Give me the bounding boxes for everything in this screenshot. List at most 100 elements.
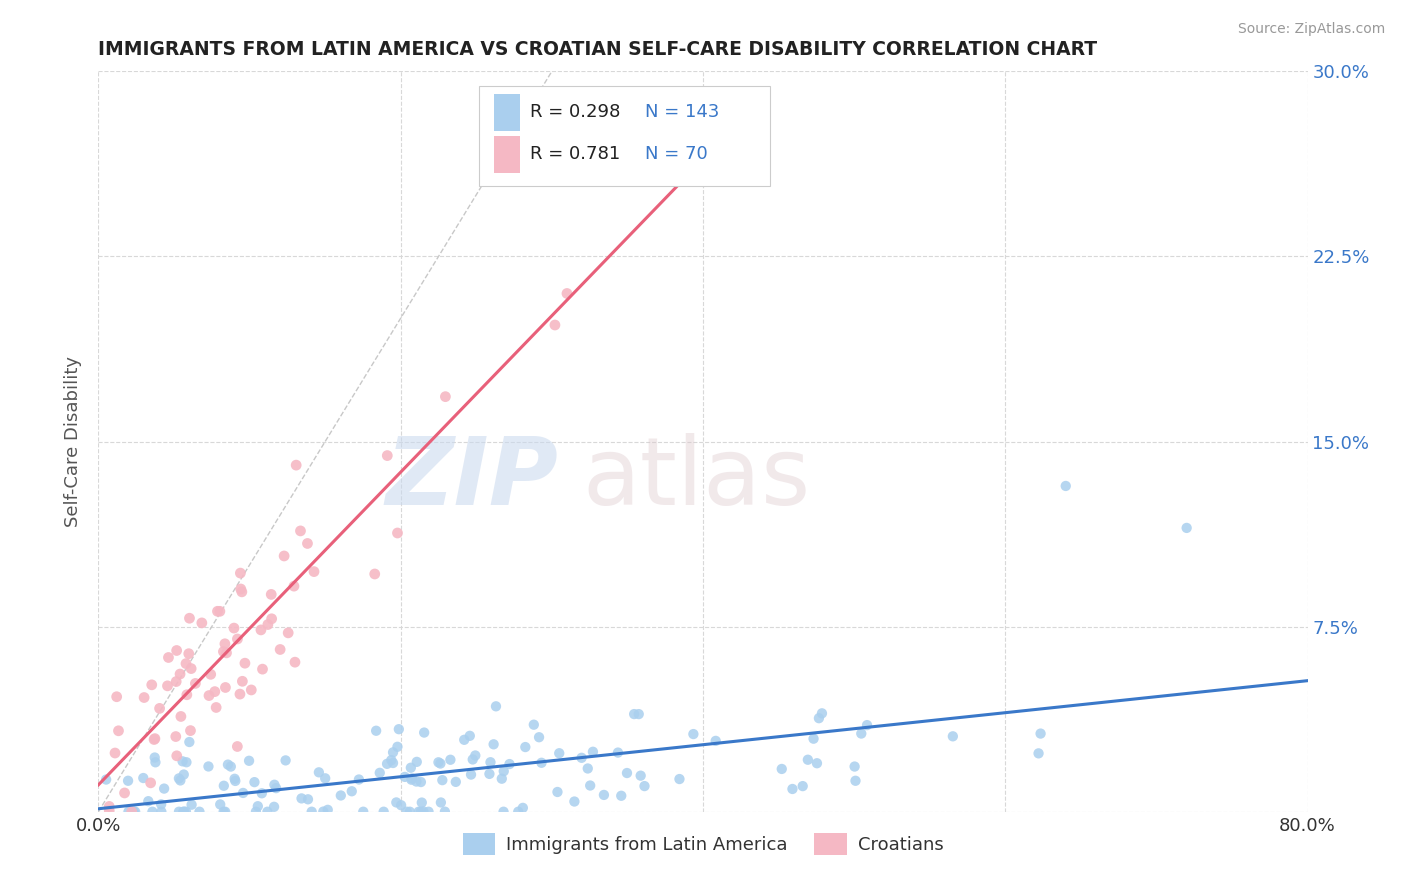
Point bbox=[387, 526, 409, 541]
Point bbox=[141, 805, 163, 819]
Point bbox=[347, 772, 370, 787]
Bar bbox=[494, 136, 520, 173]
Point bbox=[214, 681, 236, 695]
Point bbox=[579, 779, 602, 793]
Bar bbox=[479, 87, 769, 186]
Point bbox=[263, 778, 285, 792]
Point bbox=[143, 731, 166, 746]
Point bbox=[105, 690, 128, 704]
Point bbox=[264, 781, 287, 796]
Point bbox=[364, 566, 387, 581]
Point bbox=[555, 286, 578, 301]
Point bbox=[263, 799, 285, 814]
Point bbox=[200, 667, 222, 681]
Point bbox=[401, 772, 423, 787]
Point bbox=[856, 718, 879, 732]
Point bbox=[285, 458, 308, 472]
Point bbox=[375, 449, 398, 463]
Point bbox=[512, 801, 534, 815]
Bar bbox=[494, 94, 520, 130]
Point bbox=[250, 623, 273, 637]
Point bbox=[260, 612, 283, 626]
Point bbox=[167, 772, 190, 786]
Point bbox=[430, 796, 453, 810]
Legend: Immigrants from Latin America, Croatians: Immigrants from Latin America, Croatians bbox=[456, 825, 950, 862]
Point bbox=[530, 756, 553, 770]
Point bbox=[942, 729, 965, 743]
Point bbox=[844, 759, 866, 773]
Point bbox=[224, 773, 246, 788]
Point bbox=[647, 151, 669, 165]
Point bbox=[668, 772, 690, 786]
Point bbox=[169, 773, 191, 788]
Point bbox=[226, 632, 249, 646]
Point bbox=[167, 805, 190, 819]
Point bbox=[132, 690, 155, 705]
Point bbox=[205, 700, 228, 714]
Point bbox=[173, 805, 195, 819]
Point bbox=[479, 756, 502, 770]
Point bbox=[226, 739, 249, 754]
Point bbox=[811, 706, 834, 721]
Point bbox=[408, 805, 430, 819]
Point bbox=[792, 779, 814, 793]
Point bbox=[231, 585, 253, 599]
Point bbox=[139, 776, 162, 790]
Point bbox=[411, 796, 433, 810]
Point bbox=[274, 753, 297, 767]
Point bbox=[803, 731, 825, 746]
Point bbox=[548, 746, 571, 760]
Point bbox=[219, 759, 242, 773]
Point bbox=[141, 678, 163, 692]
Point bbox=[207, 604, 229, 618]
Point bbox=[245, 805, 267, 819]
Text: R = 0.298: R = 0.298 bbox=[530, 103, 620, 121]
Point bbox=[132, 771, 155, 785]
Point bbox=[460, 767, 482, 781]
Point bbox=[329, 789, 352, 803]
Point bbox=[180, 797, 202, 812]
Point bbox=[401, 772, 423, 786]
Point bbox=[340, 784, 363, 798]
Point bbox=[214, 637, 236, 651]
Point bbox=[143, 750, 166, 764]
Point bbox=[165, 674, 187, 689]
Point bbox=[627, 707, 650, 722]
Y-axis label: Self-Care Disability: Self-Care Disability bbox=[65, 356, 83, 527]
Point bbox=[1029, 726, 1052, 740]
Point bbox=[576, 762, 599, 776]
Point bbox=[209, 797, 232, 812]
Point bbox=[398, 805, 420, 819]
Text: atlas: atlas bbox=[582, 433, 810, 524]
Point bbox=[1028, 747, 1050, 761]
Point bbox=[312, 805, 335, 819]
Point bbox=[257, 617, 280, 632]
Point bbox=[1054, 479, 1077, 493]
Point bbox=[145, 756, 167, 770]
Point bbox=[546, 785, 568, 799]
Point bbox=[623, 707, 645, 722]
Point bbox=[439, 753, 461, 767]
Point bbox=[301, 805, 323, 819]
Point bbox=[157, 650, 180, 665]
Point bbox=[98, 799, 121, 814]
Point bbox=[184, 676, 207, 690]
Point bbox=[173, 767, 195, 781]
Point bbox=[770, 762, 793, 776]
Point bbox=[297, 536, 319, 550]
Point bbox=[277, 625, 299, 640]
Point bbox=[217, 757, 239, 772]
Point bbox=[544, 318, 567, 332]
Point bbox=[169, 667, 191, 681]
Point bbox=[204, 684, 226, 698]
Point bbox=[418, 805, 440, 819]
Point bbox=[427, 756, 450, 770]
Text: N = 143: N = 143 bbox=[645, 103, 720, 121]
Point bbox=[191, 615, 214, 630]
Point bbox=[224, 772, 246, 786]
Point bbox=[256, 805, 278, 819]
Point bbox=[149, 701, 172, 715]
Point bbox=[229, 582, 252, 596]
Point bbox=[387, 739, 409, 754]
Point bbox=[432, 773, 454, 788]
